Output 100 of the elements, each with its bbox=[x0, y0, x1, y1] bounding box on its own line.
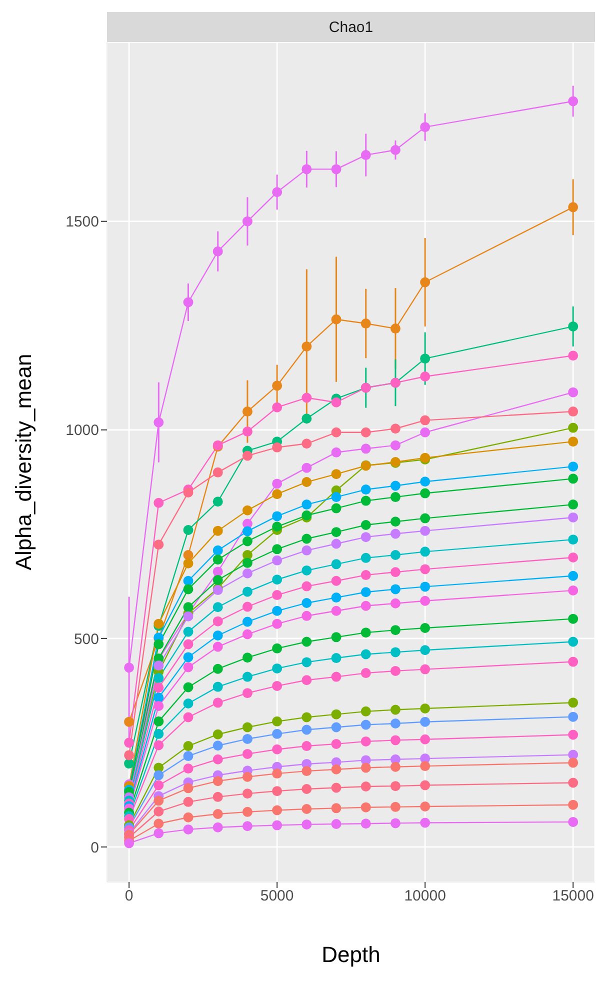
point bbox=[302, 534, 312, 544]
x-tick-label: 0 bbox=[124, 888, 134, 905]
point bbox=[124, 662, 134, 673]
point bbox=[154, 780, 164, 790]
point bbox=[302, 657, 312, 668]
point bbox=[331, 576, 342, 586]
point bbox=[272, 663, 282, 674]
point bbox=[154, 639, 164, 650]
point bbox=[183, 487, 194, 498]
point bbox=[420, 780, 430, 790]
point bbox=[242, 426, 252, 437]
point bbox=[420, 427, 430, 438]
point bbox=[302, 438, 312, 449]
point bbox=[568, 636, 578, 647]
point bbox=[420, 513, 430, 524]
point bbox=[272, 555, 282, 566]
point bbox=[568, 614, 578, 624]
point bbox=[568, 406, 578, 417]
point bbox=[212, 754, 223, 764]
point bbox=[302, 766, 312, 776]
y-axis-title: Alpha_diversity_mean bbox=[11, 354, 37, 570]
point bbox=[360, 552, 371, 563]
point bbox=[360, 600, 371, 611]
point bbox=[212, 575, 223, 586]
point bbox=[242, 216, 252, 226]
point bbox=[360, 706, 371, 716]
point bbox=[212, 664, 223, 674]
y-tick-label: 1500 bbox=[66, 214, 99, 231]
point bbox=[360, 649, 371, 660]
point bbox=[272, 187, 282, 198]
point bbox=[331, 632, 342, 642]
point bbox=[212, 642, 223, 652]
point bbox=[212, 496, 223, 507]
x-axis-title: Depth bbox=[320, 942, 382, 968]
point bbox=[212, 792, 223, 802]
point bbox=[272, 618, 282, 629]
point bbox=[183, 824, 194, 834]
point bbox=[331, 709, 342, 720]
point bbox=[212, 526, 223, 536]
point bbox=[272, 522, 282, 532]
point bbox=[242, 568, 252, 578]
point bbox=[390, 528, 400, 539]
point bbox=[568, 758, 578, 768]
point bbox=[420, 664, 430, 674]
point bbox=[272, 768, 282, 779]
point bbox=[568, 800, 578, 810]
point bbox=[154, 692, 164, 703]
point bbox=[302, 164, 312, 174]
point bbox=[212, 545, 223, 556]
point bbox=[302, 636, 312, 647]
point bbox=[154, 417, 164, 428]
point bbox=[154, 700, 164, 711]
point bbox=[390, 424, 400, 434]
point bbox=[302, 784, 312, 794]
point bbox=[390, 516, 400, 527]
point bbox=[212, 630, 223, 641]
point bbox=[331, 538, 342, 549]
point bbox=[302, 804, 312, 814]
point bbox=[183, 639, 194, 650]
point bbox=[272, 716, 282, 726]
point bbox=[272, 744, 282, 754]
point bbox=[154, 796, 164, 806]
point bbox=[390, 666, 400, 676]
point bbox=[568, 698, 578, 708]
point bbox=[331, 738, 342, 749]
point bbox=[568, 552, 578, 563]
point bbox=[154, 818, 164, 829]
point bbox=[212, 566, 223, 577]
point bbox=[212, 809, 223, 820]
point bbox=[242, 652, 252, 663]
point bbox=[360, 427, 371, 438]
point bbox=[331, 592, 342, 603]
point bbox=[154, 660, 164, 671]
point bbox=[331, 764, 342, 774]
point bbox=[390, 802, 400, 812]
point bbox=[331, 803, 342, 814]
point bbox=[568, 816, 578, 827]
point bbox=[390, 625, 400, 636]
point bbox=[360, 668, 371, 678]
point bbox=[360, 444, 371, 454]
point bbox=[331, 527, 342, 538]
point bbox=[390, 718, 400, 729]
point bbox=[390, 647, 400, 658]
y-tick-label: 1000 bbox=[66, 422, 99, 440]
point bbox=[154, 540, 164, 550]
point bbox=[272, 606, 282, 616]
point bbox=[568, 321, 578, 332]
point bbox=[242, 629, 252, 640]
point bbox=[390, 324, 400, 334]
point bbox=[331, 492, 342, 502]
point bbox=[302, 462, 312, 473]
point bbox=[331, 164, 342, 174]
point bbox=[420, 596, 430, 606]
point bbox=[302, 414, 312, 424]
point bbox=[568, 422, 578, 433]
point bbox=[302, 545, 312, 556]
point bbox=[212, 776, 223, 786]
point bbox=[154, 740, 164, 750]
point bbox=[242, 602, 252, 612]
point bbox=[272, 643, 282, 654]
